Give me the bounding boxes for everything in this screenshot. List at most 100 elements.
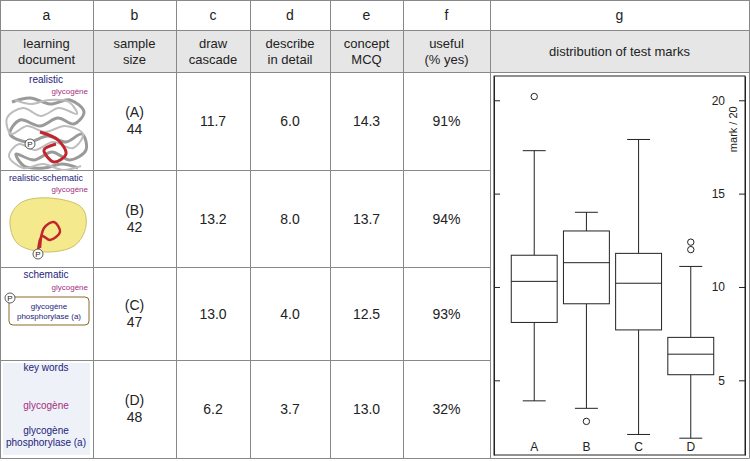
column-border	[93, 0, 94, 458]
learning-document: realistic-schematicglycogèneP	[9, 173, 89, 259]
group-label: (B)	[125, 202, 144, 218]
table-value: 14.3	[353, 113, 380, 129]
column-header: useful	[429, 36, 464, 51]
column-border	[403, 0, 404, 458]
column-header: distribution of test marks	[549, 44, 690, 59]
protein-loop	[38, 222, 60, 252]
tick-mark	[739, 194, 745, 195]
tick	[494, 194, 500, 195]
table-value: 3.7	[280, 401, 300, 417]
tick-mark	[494, 100, 500, 101]
row-border	[0, 30, 750, 31]
sample-size: 42	[127, 219, 143, 235]
column-border	[490, 0, 491, 458]
table-grid	[0, 0, 750, 459]
document-label: glycogène	[23, 400, 69, 411]
tick	[494, 287, 500, 288]
phospho-circle	[33, 249, 43, 259]
box	[563, 231, 609, 304]
upper-whisker	[534, 151, 535, 256]
phospho-label: P	[27, 140, 32, 149]
category-label: A	[530, 440, 538, 454]
document-label: glycogène	[52, 283, 89, 292]
box-group	[668, 239, 714, 438]
row-border	[0, 267, 491, 268]
group-label: (D)	[125, 392, 144, 408]
table-value: 13.7	[353, 211, 380, 227]
outlier	[688, 246, 694, 252]
column-letter: e	[363, 7, 371, 23]
column-header: describe	[265, 36, 314, 51]
tick: 15	[712, 187, 745, 201]
upper-whisker	[690, 266, 691, 337]
box	[668, 337, 714, 374]
whisker-cap	[523, 400, 546, 401]
column-header: draw	[199, 36, 228, 51]
outlier	[583, 418, 589, 424]
tick: 20	[712, 94, 745, 108]
box-group	[616, 139, 662, 434]
axis-line	[745, 77, 746, 456]
tick-label: 5	[718, 374, 725, 388]
table-value: 93%	[432, 306, 460, 322]
box	[511, 255, 557, 322]
document-title: schematic	[23, 269, 68, 280]
tick-label: 15	[712, 187, 726, 201]
column-header: learning	[23, 36, 69, 51]
column-border	[250, 0, 251, 458]
category-label: B	[582, 440, 590, 454]
whisker-cap	[679, 438, 702, 439]
category-label: D	[686, 440, 695, 454]
column-header: in detail	[268, 52, 313, 67]
column-header: (% yes)	[424, 52, 468, 67]
document-title: realistic-schematic	[9, 173, 84, 183]
whisker-cap	[523, 150, 546, 151]
ribbon	[6, 100, 83, 170]
column-header: sample	[114, 36, 156, 51]
row-border	[0, 0, 750, 1]
outlier	[531, 93, 537, 99]
tick-label: 10	[712, 280, 726, 294]
protein-box	[9, 297, 89, 325]
table-value: 4.0	[280, 306, 300, 322]
row-border	[0, 170, 491, 171]
document-title: key words	[23, 362, 68, 373]
learning-document: schematic glycogène glycogènephosphorylase…	[5, 269, 89, 325]
group-label: (C)	[125, 297, 144, 313]
table-value: 13.0	[353, 401, 380, 417]
column-border	[0, 0, 1, 458]
group-label: (A)	[125, 104, 144, 120]
outlier	[688, 239, 694, 245]
tick-mark	[494, 194, 500, 195]
tick-mark	[494, 287, 500, 288]
upper-whisker	[638, 139, 639, 253]
tick: 5	[718, 374, 745, 388]
row-border	[0, 360, 491, 361]
tick: 10	[712, 280, 745, 294]
tick-mark	[739, 380, 745, 381]
document-label: glycogène	[52, 87, 89, 96]
tick-mark	[739, 100, 745, 101]
box-group	[563, 212, 609, 424]
sample-size: 44	[127, 121, 143, 137]
document-text: glycogènephosphorylase (a)	[17, 302, 81, 321]
median	[668, 354, 714, 355]
axis-line	[494, 77, 495, 456]
table-value: 91%	[432, 113, 460, 129]
tick	[494, 380, 500, 381]
table-value: 94%	[432, 211, 460, 227]
document-title: realistic	[29, 74, 63, 85]
row-border	[0, 72, 750, 73]
box	[616, 253, 662, 330]
column-header: size	[123, 52, 146, 67]
plot-frame	[494, 76, 745, 455]
keyword-background	[3, 363, 90, 455]
column-border	[176, 0, 177, 458]
tick	[494, 100, 500, 101]
figure: abcdefglearningdocumentsamplesizedrawcas…	[0, 0, 750, 461]
column-border	[749, 0, 750, 458]
column-header: concept	[344, 36, 390, 51]
phospho-circle	[5, 293, 15, 303]
column-header: cascade	[189, 52, 237, 67]
learning-document: key wordsglycogèneglycogènephosphorylase…	[6, 362, 86, 448]
